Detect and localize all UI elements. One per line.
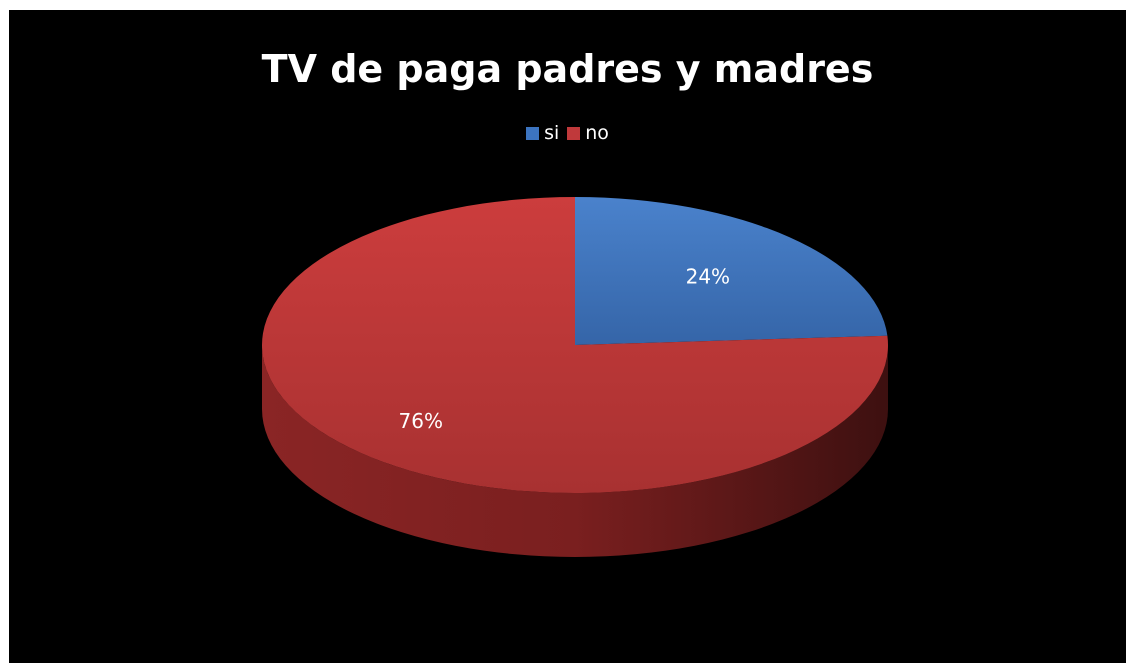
legend-item-si: si xyxy=(526,122,559,144)
legend-label-no: no xyxy=(585,122,609,144)
pie-side-no xyxy=(262,345,888,557)
legend-swatch-si xyxy=(526,126,540,140)
legend-label-si: si xyxy=(544,122,560,144)
data-label-no: 76% xyxy=(399,409,443,433)
legend-item-no: no xyxy=(567,122,609,144)
pie-slice-si xyxy=(575,197,888,345)
data-label-si: 24% xyxy=(686,265,730,289)
legend-swatch-no xyxy=(567,126,581,140)
chart-title: TV de paga padres y madres xyxy=(261,47,874,91)
pie-slice-no xyxy=(262,197,888,493)
chart-area: TV de paga padres y madres si no xyxy=(9,10,1126,663)
legend: si no xyxy=(9,122,1126,144)
pie-chart: 24% 76% xyxy=(262,197,888,557)
